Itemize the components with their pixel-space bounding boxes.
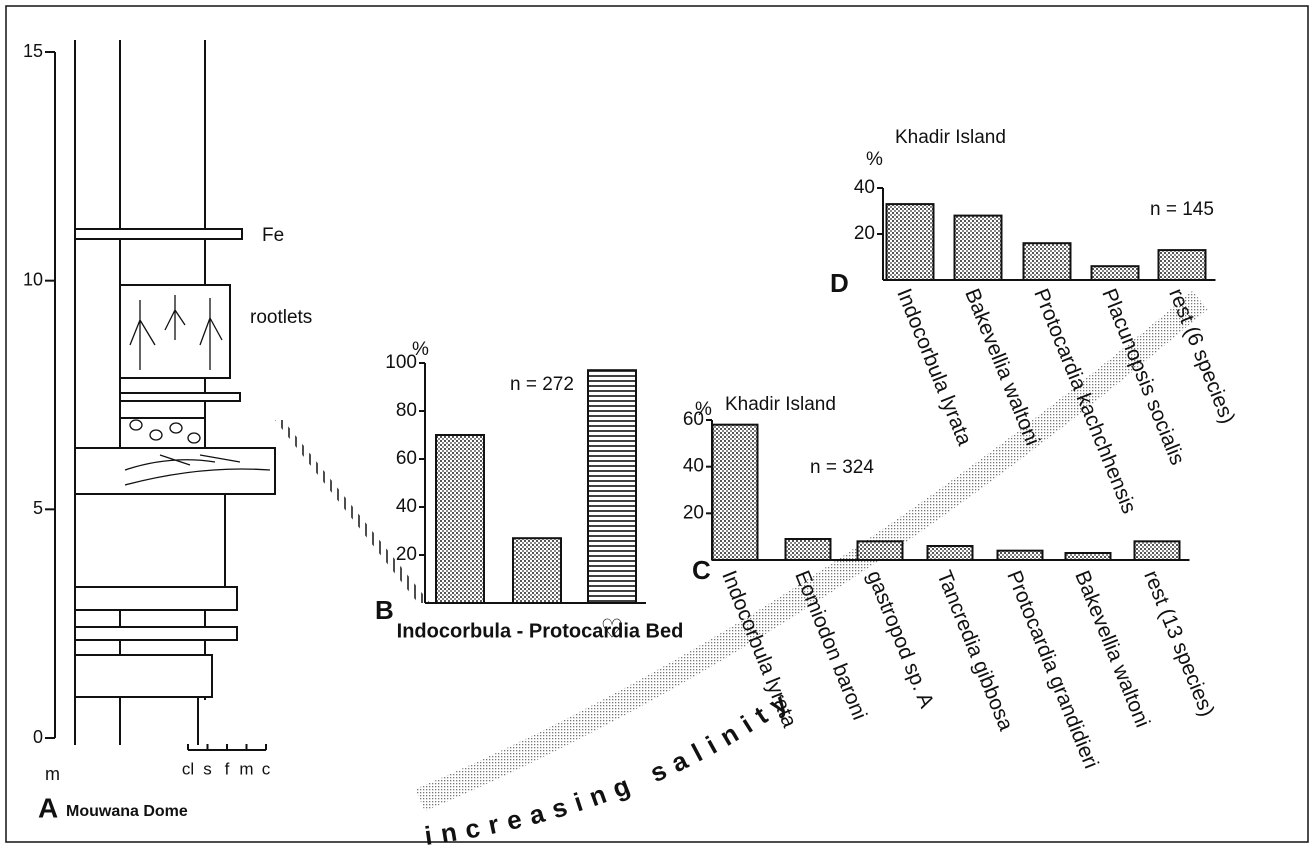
grain-label: s — [203, 759, 212, 778]
bar — [1022, 242, 1072, 281]
y-tick-label: 15 — [23, 41, 43, 61]
frame — [5, 5, 1309, 843]
sample-size: n = 324 — [810, 457, 874, 478]
y-tick-label: 100 — [385, 352, 417, 373]
bar — [711, 423, 759, 561]
y-tick-label: 20 — [854, 223, 875, 244]
sample-size: n = 145 — [1150, 199, 1214, 220]
y-tick-label: 80 — [396, 400, 417, 421]
bar — [996, 549, 1044, 562]
bed-label: rootlets — [250, 307, 312, 328]
y-tick-label: 60 — [396, 448, 417, 469]
y-tick-label: 40 — [683, 456, 704, 477]
panel-letter: D — [830, 268, 849, 298]
x-tick-label: ♡ — [600, 615, 623, 645]
bar — [926, 545, 974, 561]
y-tick-label: 20 — [683, 502, 704, 523]
y-axis-label: % — [866, 149, 883, 170]
section-title: Mouwana Dome — [66, 803, 188, 820]
x-tick-label: Bakevellia waltoni — [1070, 567, 1154, 730]
section-column — [74, 40, 276, 751]
y-tick-label: 40 — [396, 496, 417, 517]
y-tick-label: 10 — [23, 269, 43, 289]
grain-label: c — [262, 759, 271, 778]
bar — [587, 369, 637, 605]
grain-label: m — [239, 759, 253, 778]
bar — [435, 434, 485, 604]
bar — [512, 537, 562, 605]
y-tick-label: 0 — [33, 727, 43, 747]
unit-label: m — [45, 764, 60, 784]
bar — [1064, 552, 1112, 561]
y-tick-label: 60 — [683, 409, 704, 430]
bar — [953, 214, 1003, 282]
salinity-band — [415, 290, 1208, 812]
panel-letter: A — [38, 792, 58, 823]
x-tick-label: gastropod sp. A — [862, 567, 938, 711]
grain-label: f — [225, 759, 230, 778]
y-tick-label: 5 — [33, 498, 43, 518]
chart-title: Indocorbula - Protocardia Bed — [397, 620, 684, 642]
sample-size: n = 272 — [510, 374, 574, 395]
y-axis-label: % — [695, 399, 712, 420]
link-band — [275, 420, 430, 603]
x-tick-label: Bakevellia waltoni — [960, 285, 1044, 448]
bed-label: Fe — [262, 225, 284, 246]
panel-letter: C — [692, 555, 711, 585]
chart-title: Khadir Island — [725, 394, 836, 415]
y-axis-label: % — [412, 339, 429, 360]
x-tick-label: rest (13 species) — [1139, 567, 1218, 720]
x-tick-label: Tancredia gibbosa — [932, 567, 1017, 734]
bar — [1157, 249, 1207, 282]
bar — [885, 203, 935, 282]
x-tick-label: Indocorbula lyrata — [892, 285, 976, 449]
bar — [1090, 265, 1140, 282]
grain-label: cl — [182, 759, 194, 778]
bar — [784, 538, 832, 561]
y-tick-label: 40 — [854, 177, 875, 198]
chart-title: Khadir Island — [895, 127, 1006, 148]
panel-letter: B — [375, 595, 394, 625]
bar — [1133, 540, 1181, 561]
y-tick-label: 20 — [396, 544, 417, 565]
bar — [856, 540, 904, 561]
